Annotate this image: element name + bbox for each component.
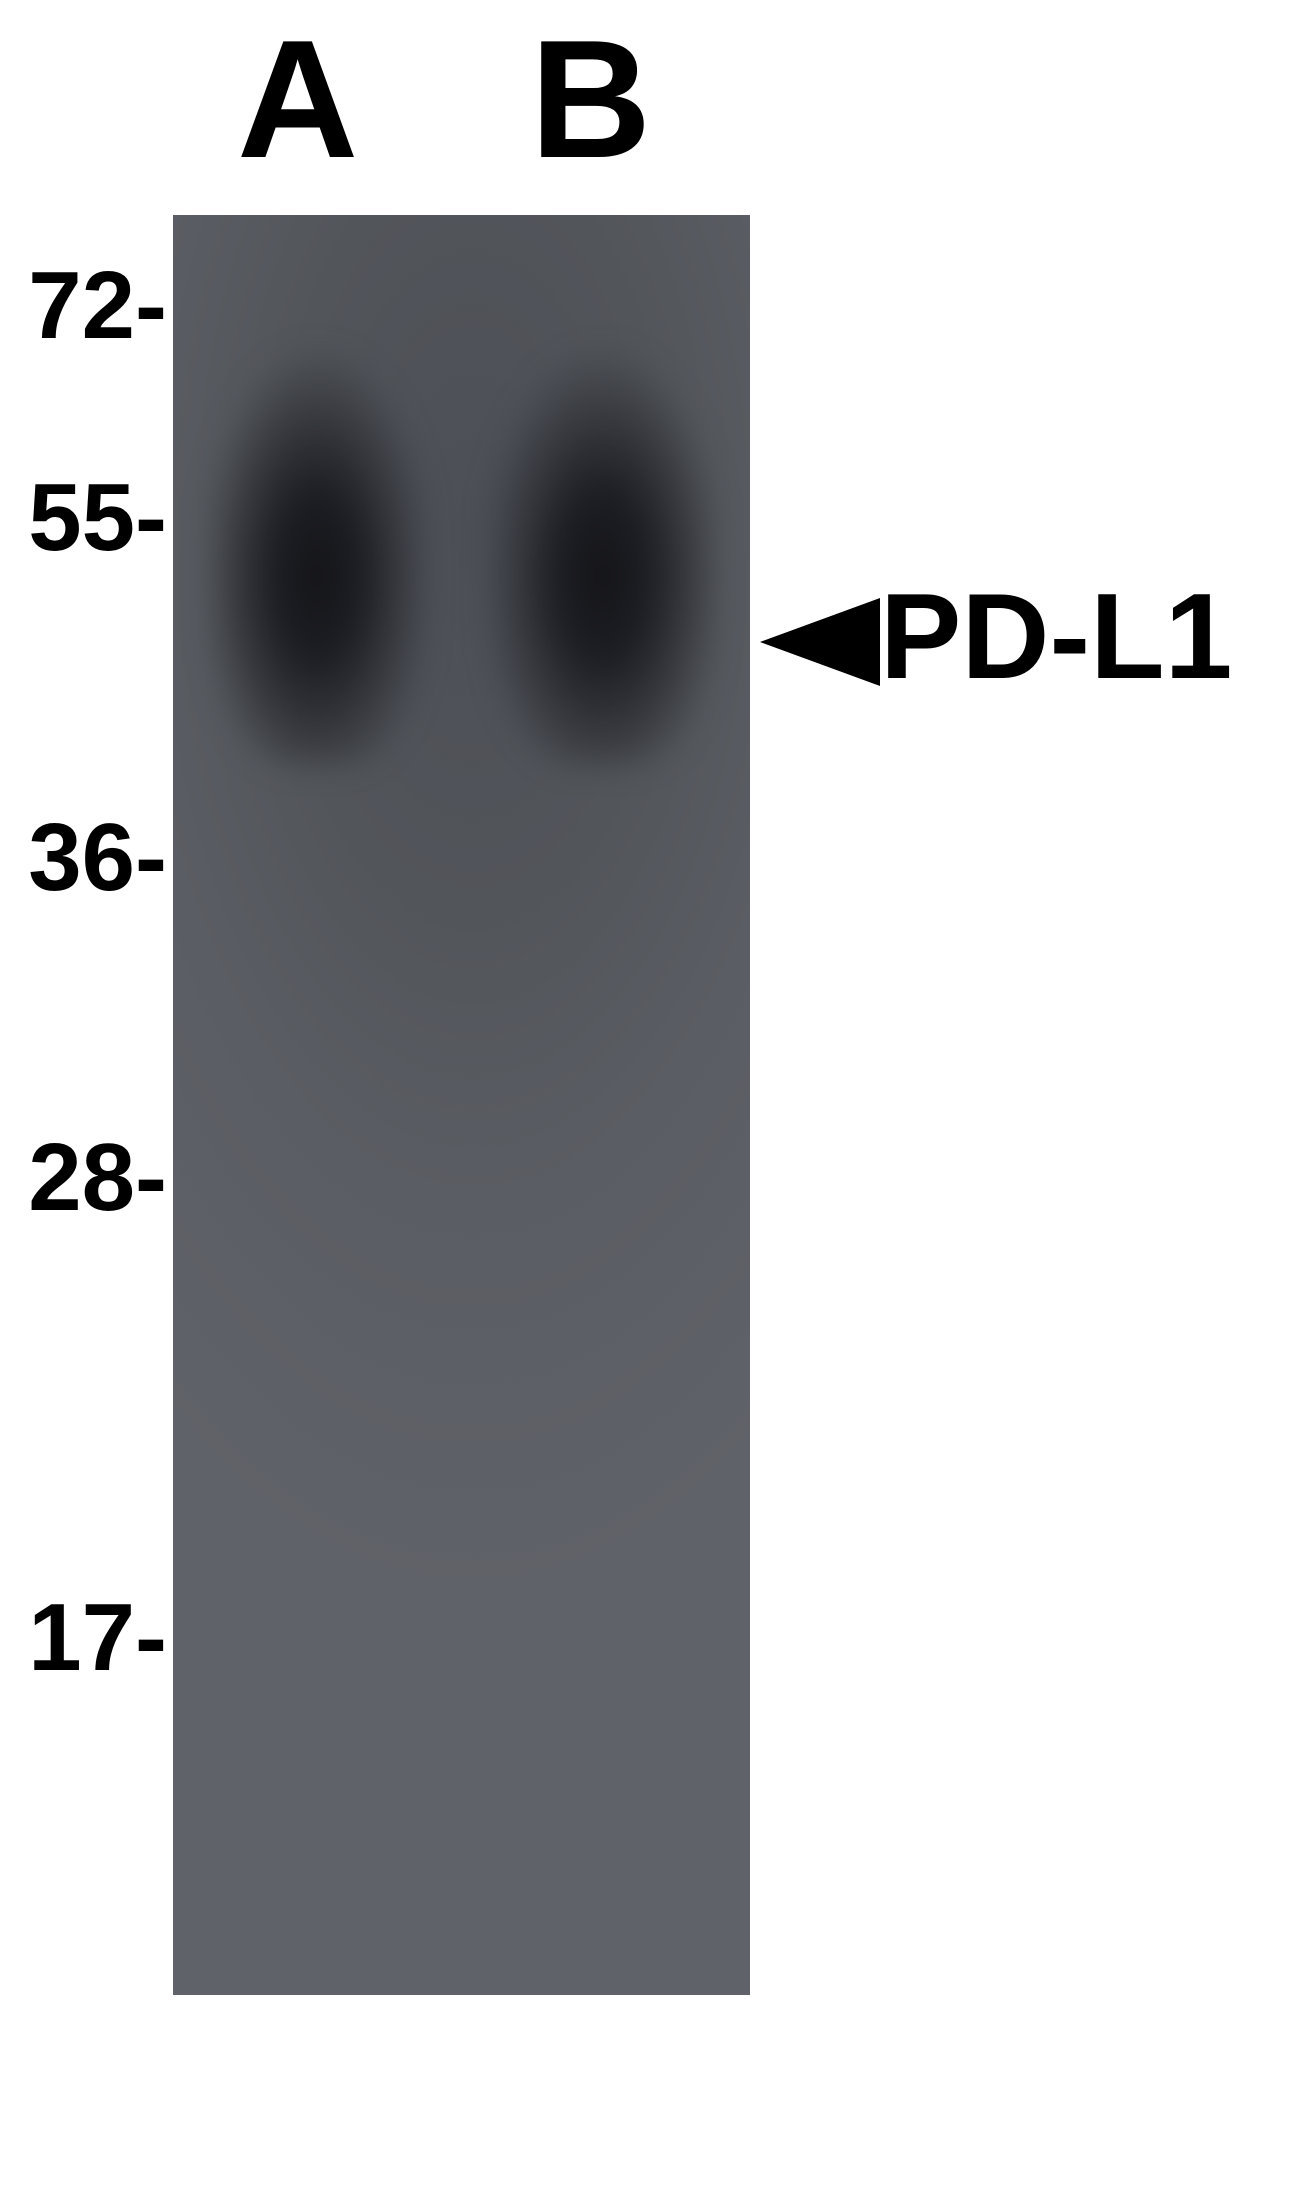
lane-header-a: A [237,15,358,183]
mw-label-55: 55- [0,470,167,566]
band-pdl1-lane-b [490,345,715,765]
pointer-arrowhead-icon [760,598,880,686]
band-pdl1-lane-a [210,345,425,765]
mw-label-36: 36- [0,810,167,906]
mw-label-72: 72- [0,258,167,354]
mw-label-17: 17- [0,1590,167,1686]
western-blot-figure: A B 72- 55- 36- 28- 17- PD-L1 [0,0,1296,2208]
mw-label-28: 28- [0,1130,167,1226]
pointer-label: PD-L1 [880,575,1232,697]
blot-membrane [173,215,750,1995]
lane-header-b: B [530,15,651,183]
